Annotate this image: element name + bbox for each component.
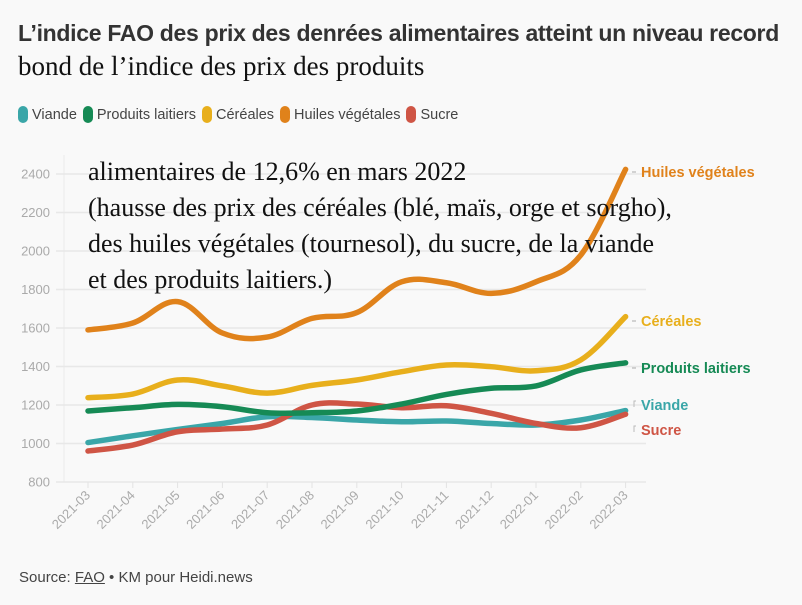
overlay-text-inline: bond de l’indice des prix des produits (18, 51, 425, 81)
y-tick-label: 1800 (21, 282, 50, 297)
chart-title: L’indice FAO des prix des denrées alimen… (18, 17, 788, 84)
x-tick-label: 2021-05 (138, 488, 182, 532)
x-tick-label: 2021-07 (228, 488, 272, 532)
x-tick-label: 2021-10 (362, 488, 406, 532)
series-end-label: Huiles végétales (641, 165, 755, 181)
x-tick-label: 2021-04 (94, 488, 138, 532)
legend: Viande Produits laitiers Céréales Huiles vé… (18, 106, 464, 123)
x-tick-label: 2021-09 (318, 488, 362, 532)
y-tick-label: 1600 (21, 321, 50, 336)
label-connector (633, 425, 636, 432)
y-tick-label: 1400 (21, 359, 50, 374)
series-line-sucre (85, 400, 629, 454)
series-end-label: Céréales (641, 314, 701, 330)
x-tick-label: 2021-08 (273, 488, 317, 532)
x-tick-label: 2022-02 (542, 488, 586, 532)
y-tick-label: 1000 (21, 436, 50, 451)
legend-swatch (202, 106, 213, 123)
y-tick-label: 800 (28, 475, 50, 490)
series-line-céréales (85, 313, 629, 401)
x-tick-label: 2021-11 (408, 488, 452, 532)
legend-item[interactable]: Sucre (406, 106, 458, 123)
legend-item[interactable]: Huiles végétales (280, 106, 400, 123)
label-connector (633, 400, 636, 407)
x-tick-label: 2021-06 (183, 488, 227, 532)
legend-swatch (82, 106, 93, 123)
legend-label: Sucre (420, 106, 459, 123)
series-end-label: Produits laitiers (641, 361, 751, 377)
title-main: L’indice FAO des prix des denrées alimen… (18, 20, 779, 46)
x-tick-label: 2021-03 (49, 488, 93, 532)
x-tick-label: 2022-03 (586, 488, 630, 532)
x-tick-label: 2021-12 (452, 488, 496, 532)
legend-swatch (18, 106, 28, 123)
source-note: Source: FAO • KM pour Heidi.news (19, 569, 253, 586)
series-line-huiles-végétales (85, 166, 629, 342)
legend-label: Produits laitiers (96, 106, 197, 123)
legend-swatch (280, 106, 291, 123)
series-line-produits-laitiers (85, 360, 629, 417)
legend-item[interactable]: Céréales (202, 106, 274, 123)
legend-item[interactable]: Viande (18, 106, 77, 123)
legend-item[interactable]: Produits laitiers (82, 106, 197, 123)
source-prefix: Source: (19, 569, 75, 586)
y-tick-label: 1200 (21, 398, 50, 413)
legend-label: Huiles végétales (294, 106, 401, 123)
source-link-fao[interactable]: FAO (74, 569, 105, 586)
y-tick-label: 2400 (21, 167, 50, 182)
source-suffix: • KM pour Heidi.news (104, 569, 253, 586)
series-end-label: Sucre (641, 423, 681, 439)
y-tick-label: 2000 (21, 244, 50, 259)
x-tick-label: 2022-01 (497, 488, 541, 532)
legend-label: Viande (32, 106, 77, 123)
legend-label: Céréales (216, 106, 275, 123)
series-end-label: Viande (641, 398, 688, 414)
legend-swatch (406, 106, 417, 123)
y-tick-label: 2200 (21, 205, 50, 220)
